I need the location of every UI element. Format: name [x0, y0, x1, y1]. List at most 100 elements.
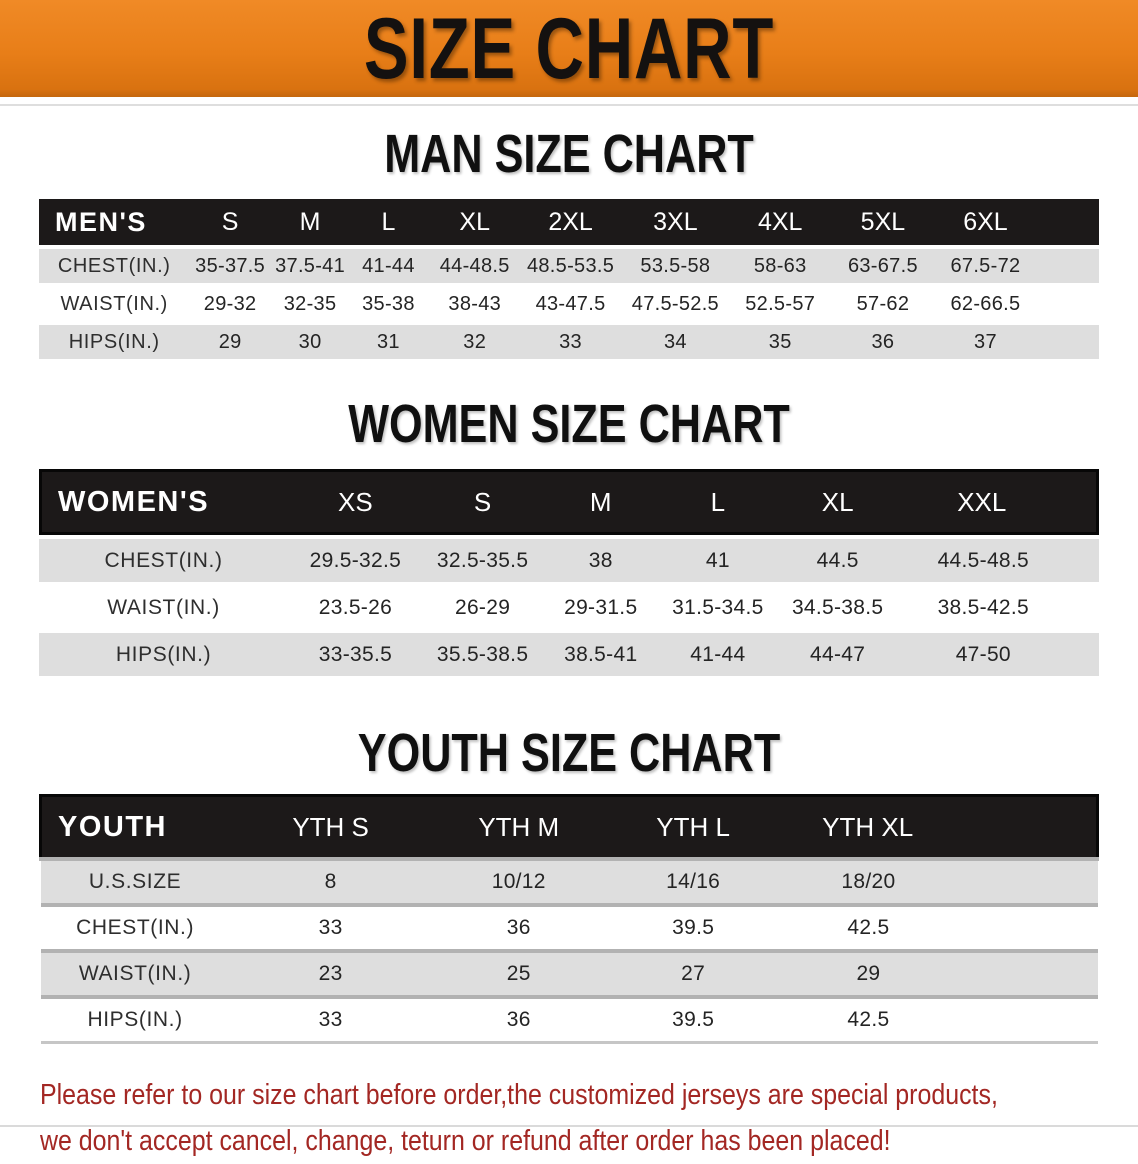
table-row: WAIST(IN.) 23.5-26 26-29 29-31.5 31.5-34.5 34… [39, 586, 1099, 629]
size-column-header: L [349, 199, 428, 245]
size-cell: 29 [780, 949, 1098, 997]
table-row: CHEST(IN.) 29.5-32.5 32.5-35.5 38 41 44.5 44.5… [39, 539, 1099, 582]
notice-line-1: Please refer to our size chart before or… [40, 1079, 998, 1111]
women-group-label: WOMEN'S [39, 469, 289, 535]
size-column-header: XL [776, 469, 899, 535]
row-label: CHEST(IN.) [39, 249, 190, 283]
size-cell: 38.5-42.5 [898, 586, 1099, 629]
size-cell: 53.5-58 [619, 249, 732, 283]
size-section-men: MAN SIZE CHART MEN'S S M L XL 2XL 3XL 4XL 5XL 6XL C… [39, 127, 1099, 363]
table-row: U.S.SIZE 8 10/12 14/16 18/20 [40, 857, 1098, 905]
row-label: CHEST(IN.) [40, 903, 230, 951]
size-cell: 33 [229, 995, 432, 1044]
section-title-text: YOUTH SIZE CHART [357, 723, 781, 783]
size-cell: 35.5-38.5 [422, 633, 543, 676]
size-column-header: M [270, 199, 350, 245]
size-cell: 38.5-41 [542, 633, 660, 676]
size-column-header: YTH XL [780, 794, 1100, 861]
size-cell: 52.5-57 [731, 287, 829, 321]
size-cell: 38 [542, 539, 660, 582]
size-column-header: XS [288, 469, 423, 535]
size-cell: 8 [229, 857, 432, 905]
size-cell: 33 [229, 903, 432, 951]
size-cell: 41-44 [349, 249, 428, 283]
size-column-header: S [422, 469, 543, 535]
size-column-header: YTH S [229, 794, 432, 861]
size-column-header: S [189, 199, 271, 245]
size-column-header: 4XL [731, 199, 829, 245]
section-title-text: WOMEN SIZE CHART [348, 394, 790, 454]
row-label: HIPS(IN.) [39, 325, 190, 359]
table-row: HIPS(IN.) 29 30 31 32 33 34 35 36 37 [39, 325, 1099, 359]
size-section-youth: YOUTH SIZE CHART YOUTH YTH S YTH M YTH L YTH … [38, 726, 1100, 1044]
size-cell: 18/20 [780, 857, 1098, 905]
row-label: WAIST(IN.) [39, 287, 190, 321]
table-row: HIPS(IN.) 33-35.5 35.5-38.5 38.5-41 41-44 44-… [39, 633, 1099, 676]
table-row: WAIST(IN.) 23 25 27 29 [40, 949, 1098, 997]
youth-group-label: YOUTH [38, 794, 230, 861]
size-cell: 32 [427, 325, 522, 359]
size-cell: 10/12 [431, 857, 606, 905]
size-cell: 41-44 [659, 633, 777, 676]
table-row: CHEST(IN.) 35-37.5 37.5-41 41-44 44-48.5 48.5… [39, 249, 1099, 283]
size-cell: 39.5 [605, 903, 781, 951]
size-cell: 37 [936, 325, 1099, 359]
page-title: SIZE CHART [306, 6, 832, 92]
size-cell: 29.5-32.5 [288, 539, 423, 582]
size-cell: 32.5-35.5 [422, 539, 543, 582]
size-cell: 35-37.5 [189, 249, 271, 283]
section-title-youth: YOUTH SIZE CHART [39, 726, 1099, 780]
size-cell: 14/16 [605, 857, 781, 905]
size-cell: 36 [431, 995, 606, 1044]
row-label: U.S.SIZE [40, 857, 230, 905]
size-cell: 37.5-41 [270, 249, 350, 283]
size-cell: 43-47.5 [521, 287, 620, 321]
size-cell: 29 [189, 325, 271, 359]
size-cell: 34.5-38.5 [776, 586, 899, 629]
size-cell: 23 [229, 949, 432, 997]
size-cell: 35-38 [349, 287, 428, 321]
page-title-text: SIZE CHART [363, 0, 775, 97]
size-cell: 42.5 [780, 995, 1098, 1044]
section-title-women: WOMEN SIZE CHART [39, 397, 1099, 451]
size-column-header: 2XL [521, 199, 620, 245]
section-title-text: MAN SIZE CHART [384, 124, 754, 184]
size-cell: 35 [731, 325, 829, 359]
size-cell: 42.5 [780, 903, 1098, 951]
table-row: HIPS(IN.) 33 36 39.5 42.5 [40, 995, 1098, 1044]
size-cell: 36 [431, 903, 606, 951]
bottom-divider [0, 1125, 1138, 1127]
size-column-header: XXL [898, 469, 1099, 535]
size-cell: 39.5 [605, 995, 781, 1044]
size-cell: 47.5-52.5 [619, 287, 732, 321]
size-cell: 29-32 [189, 287, 271, 321]
table-row: CHEST(IN.) 33 36 39.5 42.5 [40, 903, 1098, 951]
size-cell: 34 [619, 325, 732, 359]
women-header-row: WOMEN'S XS S M L XL XXL [39, 469, 1099, 535]
size-cell: 44.5 [776, 539, 899, 582]
row-label: HIPS(IN.) [39, 633, 289, 676]
size-cell: 26-29 [422, 586, 543, 629]
men-header-row: MEN'S S M L XL 2XL 3XL 4XL 5XL 6XL [39, 199, 1099, 245]
size-cell: 31 [349, 325, 428, 359]
size-cell: 62-66.5 [936, 287, 1099, 321]
women-size-table: WOMEN'S XS S M L XL XXL CHEST(IN.) 29.5-32.5 32.5… [39, 465, 1099, 680]
size-cell: 38-43 [427, 287, 522, 321]
table-row: WAIST(IN.) 29-32 32-35 35-38 38-43 43-47.5 47.… [39, 287, 1099, 321]
row-label: CHEST(IN.) [39, 539, 289, 582]
size-cell: 67.5-72 [936, 249, 1099, 283]
size-cell: 23.5-26 [288, 586, 423, 629]
size-cell: 44.5-48.5 [898, 539, 1099, 582]
size-column-header: L [659, 469, 777, 535]
size-cell: 25 [431, 949, 606, 997]
size-cell: 33 [521, 325, 620, 359]
row-label: WAIST(IN.) [39, 586, 289, 629]
size-cell: 48.5-53.5 [521, 249, 620, 283]
size-cell: 36 [828, 325, 937, 359]
size-column-header: YTH M [431, 794, 606, 861]
youth-header-row: YOUTH YTH S YTH M YTH L YTH XL [38, 794, 1100, 861]
size-cell: 31.5-34.5 [659, 586, 777, 629]
size-cell: 30 [270, 325, 350, 359]
size-cell: 27 [605, 949, 781, 997]
size-column-header: 6XL [936, 199, 1099, 245]
